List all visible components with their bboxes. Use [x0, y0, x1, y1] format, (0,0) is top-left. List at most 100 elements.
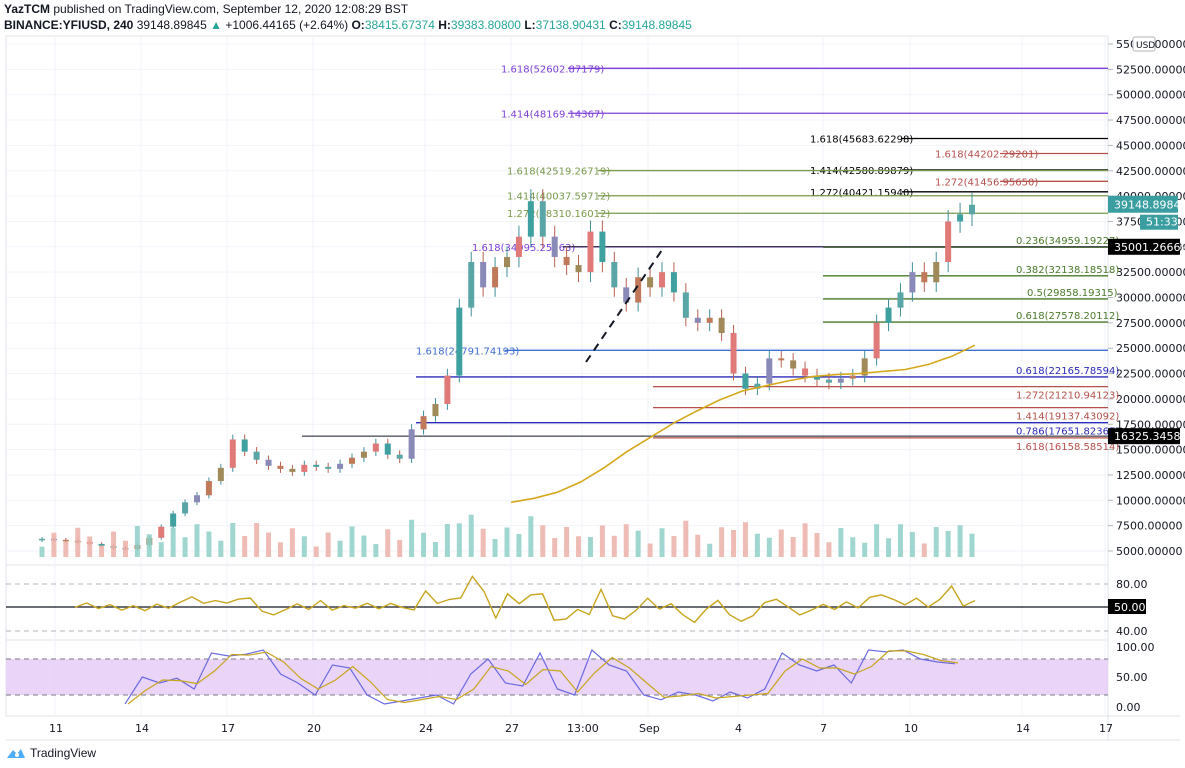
hline-price-tag-label: 35001.26669 [1114, 241, 1185, 254]
candle-body [515, 236, 522, 257]
low-label: L: [524, 18, 536, 32]
price-change: +1006.44165 (+2.64%) [225, 18, 349, 32]
candle-body [873, 322, 880, 359]
volume-bar [51, 532, 57, 557]
candle-body [897, 292, 904, 308]
volume-bar [146, 534, 152, 557]
candle-body [682, 292, 689, 318]
volume-bar [766, 537, 772, 557]
price-tick-label: 22500.00000 [1116, 368, 1185, 381]
candle-body [706, 317, 713, 323]
candle-body [456, 307, 463, 376]
candle-body [301, 464, 308, 472]
volume-bar [87, 536, 93, 557]
candle-body [849, 375, 856, 379]
volume-bar [170, 527, 176, 557]
volume-bar [456, 523, 462, 557]
author[interactable]: YazTCM [4, 2, 51, 16]
volume-bar [826, 542, 832, 557]
time-tick-label: 7 [820, 722, 827, 735]
volume-bar [134, 526, 140, 557]
price-tick-label: 45000.00000 [1116, 139, 1185, 152]
candle-body [599, 231, 606, 263]
close-value: 39148.89845 [621, 18, 692, 32]
volume-bar [99, 545, 105, 557]
open-label: O: [351, 18, 365, 32]
volume-bar [576, 536, 582, 557]
candle-body [778, 358, 785, 361]
candle-body [313, 464, 320, 467]
open-value: 38415.67374 [364, 18, 435, 32]
candle-body [945, 221, 952, 263]
candle-body [551, 236, 558, 257]
time-tick-label: 10 [904, 722, 918, 735]
trendline-dashed[interactable] [585, 249, 663, 363]
candle-body [766, 358, 773, 384]
fib-level-label: 0.382(32138.18518) [1016, 265, 1119, 276]
price-tick-label: 30000.00000 [1116, 292, 1185, 305]
fib-level-label: 1.618(24791.74193) [416, 346, 519, 357]
candle-body [837, 378, 844, 383]
volume-bar [874, 524, 880, 557]
volume-bar [623, 524, 629, 557]
time-tick-label: 27 [505, 722, 519, 735]
candle-body [969, 204, 975, 215]
volume-bar [909, 532, 915, 557]
volume-bar [421, 532, 427, 557]
volume-bar [647, 543, 653, 557]
volume-bar [337, 540, 343, 557]
price-tick-label: 10000.00000 [1116, 494, 1185, 507]
volume-bar [504, 527, 510, 557]
volume-bar [39, 546, 45, 557]
candle-body [229, 439, 236, 468]
candle-body [587, 231, 594, 273]
stoch-d-line [127, 650, 959, 705]
volume-bar [385, 529, 391, 557]
currency-badge[interactable] [1132, 36, 1156, 52]
volume-bar [969, 533, 975, 557]
price-tick-label: 50000.00000 [1116, 89, 1185, 102]
hline-price-tag-label: 16325.34585 [1114, 430, 1185, 443]
candle-body [384, 443, 391, 455]
rsi-tick-label: 40.00 [1116, 625, 1148, 638]
volume-bar [194, 524, 200, 557]
candle-body [790, 360, 797, 369]
volume-bar [611, 535, 617, 557]
fib-level-label: 1.414(48169.14367) [501, 109, 604, 120]
volume-bar [158, 542, 164, 557]
price-tick-label: 20000.00000 [1116, 393, 1185, 406]
time-tick-label: 14 [1016, 722, 1030, 735]
volume-bar [790, 537, 796, 557]
volume-bar [564, 527, 570, 557]
volume-bar [313, 546, 319, 557]
volume-bar [361, 535, 367, 557]
candle-body [480, 262, 487, 288]
candle-body [718, 317, 725, 333]
stoch-tick-label: 100.00 [1116, 641, 1155, 654]
volume-bar [599, 525, 605, 557]
volume-bar [945, 531, 951, 557]
tradingview-logo[interactable]: TradingView [6, 746, 96, 760]
candle-body [205, 481, 212, 496]
candle-body [253, 451, 260, 460]
candle-body [659, 272, 665, 288]
candle-body [635, 277, 642, 303]
volume-bar [719, 527, 725, 557]
fib-level-label: 1.618(34995.25163) [472, 243, 575, 254]
volume-bar [480, 528, 486, 557]
candle-body [432, 403, 439, 417]
candle-body [420, 416, 427, 430]
fib-level-label: 1.272(38310.16012) [507, 209, 610, 220]
volume-bar [409, 519, 415, 557]
volume-bar [230, 523, 236, 557]
candle-body [372, 443, 379, 452]
hline-price-tag [1108, 428, 1180, 445]
fib-level-label: 1.618(44202.29201) [935, 149, 1038, 160]
fib-level-label: 1.618(52602.87179) [501, 64, 604, 75]
candle-body [623, 287, 630, 303]
candle-body [814, 375, 820, 380]
symbol-title[interactable]: BINANCE:YFIUSD, 240 [4, 18, 134, 32]
fib-level-label: 0.786(17651.82367) [1016, 427, 1119, 438]
volume-bar [242, 536, 248, 557]
